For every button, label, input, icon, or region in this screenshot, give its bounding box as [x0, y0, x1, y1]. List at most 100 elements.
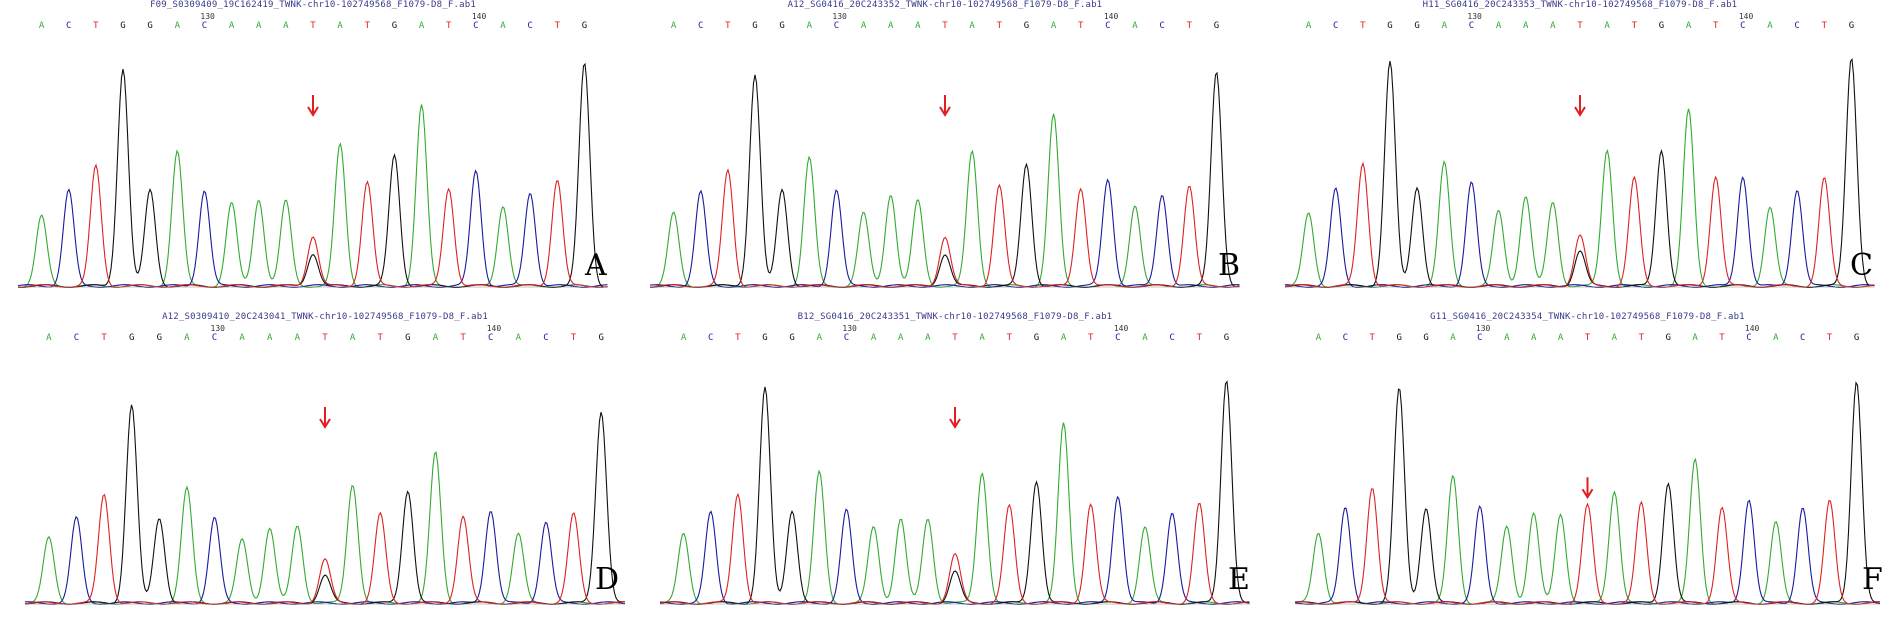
- chromatogram-title: G11_SG0416_20C243354_TWNK-chr10-10274956…: [1430, 312, 1745, 322]
- base-call: A: [500, 21, 506, 31]
- base-call: A: [1692, 333, 1698, 343]
- base-call: A: [1767, 21, 1773, 31]
- base-call: C: [1105, 21, 1111, 31]
- base-call: T: [1196, 333, 1202, 343]
- base-call: A: [432, 333, 439, 343]
- base-call: T: [1577, 21, 1583, 31]
- base-call: C: [527, 21, 533, 31]
- base-call: A: [1450, 333, 1456, 343]
- base-call: T: [93, 21, 99, 31]
- base-call: A: [228, 21, 235, 31]
- base-call: T: [310, 21, 316, 31]
- base-call: A: [1530, 333, 1537, 343]
- base-call: A: [46, 333, 52, 343]
- position-tick-label: 130: [832, 12, 847, 21]
- base-call: G: [1414, 21, 1420, 31]
- base-call: T: [1186, 21, 1192, 31]
- base-call: T: [1631, 21, 1637, 31]
- panel-label: F: [1862, 562, 1883, 597]
- base-call: T: [1369, 333, 1375, 343]
- base-call: T: [1077, 21, 1084, 31]
- base-call: G: [128, 333, 135, 343]
- base-call: C: [1342, 333, 1349, 343]
- base-call: T: [570, 333, 577, 343]
- base-call: T: [942, 21, 948, 31]
- panel-label: B: [1218, 248, 1241, 283]
- base-call: A: [184, 333, 190, 343]
- trace-C: [1294, 499, 1881, 605]
- base-call: A: [860, 21, 867, 31]
- base-call: A: [1773, 333, 1779, 343]
- base-call: G: [581, 21, 588, 31]
- base-call: C: [707, 333, 714, 343]
- base-call: A: [1685, 21, 1692, 31]
- base-call: G: [1223, 333, 1230, 343]
- base-call: A: [1050, 21, 1057, 31]
- position-tick-label: 140: [486, 324, 502, 333]
- base-call: G: [762, 333, 768, 343]
- panel-label: C: [1850, 248, 1873, 283]
- base-call: A: [1495, 21, 1502, 31]
- base-call: G: [1213, 21, 1220, 31]
- base-call: G: [779, 21, 785, 31]
- chromatogram-title: H11_SG0416_20C243353_TWNK-chr10-10274956…: [1422, 0, 1738, 10]
- base-call: C: [1468, 21, 1475, 31]
- trace-C: [24, 511, 626, 605]
- base-call: A: [267, 333, 273, 343]
- base-call: A: [294, 333, 301, 343]
- position-tick-label: 140: [1113, 324, 1129, 333]
- base-call: G: [1848, 21, 1855, 31]
- base-call: G: [1396, 333, 1402, 343]
- base-call: G: [120, 21, 126, 31]
- base-call: A: [969, 21, 975, 31]
- mutation-arrow-icon: [1581, 477, 1594, 500]
- base-call: T: [322, 333, 328, 343]
- base-call: T: [460, 333, 466, 343]
- base-call: C: [1794, 21, 1800, 31]
- base-call: T: [1584, 333, 1591, 343]
- base-call: T: [1360, 21, 1366, 31]
- trace-C: [649, 178, 1240, 288]
- base-call: T: [1821, 21, 1827, 31]
- base-call: A: [38, 21, 45, 31]
- base-call: G: [1023, 21, 1030, 31]
- base-call: C: [1740, 21, 1746, 31]
- base-call: A: [418, 21, 425, 31]
- position-tick-label: 140: [1738, 12, 1754, 21]
- base-call: A: [1305, 21, 1312, 31]
- base-call: C: [543, 333, 549, 343]
- base-call: A: [870, 333, 877, 343]
- trace-C: [17, 169, 608, 288]
- trace-T: [1284, 161, 1875, 288]
- base-call: A: [806, 21, 812, 31]
- base-call: G: [156, 333, 162, 343]
- base-call: A: [1550, 21, 1556, 31]
- base-call: T: [445, 21, 452, 31]
- position-tick-label: 130: [200, 12, 215, 21]
- base-call: C: [1746, 333, 1752, 343]
- mutation-arrow-icon: [307, 95, 319, 117]
- position-tick-label: 140: [471, 12, 487, 21]
- trace-T: [1294, 488, 1880, 605]
- base-call: T: [1006, 333, 1012, 343]
- chromatogram-title: F09_S0309409_19C162419_TWNK-chr10-102749…: [150, 0, 476, 10]
- base-call: G: [391, 21, 398, 31]
- trace-T: [659, 492, 1250, 605]
- base-call: T: [364, 21, 370, 31]
- position-tick-label: 130: [210, 324, 225, 333]
- base-call: G: [1853, 333, 1860, 343]
- base-call: A: [680, 333, 687, 343]
- base-call: T: [1638, 333, 1644, 343]
- base-call: A: [979, 333, 985, 343]
- panel-label: E: [1228, 562, 1250, 597]
- base-call: G: [1387, 21, 1393, 31]
- base-call: A: [283, 21, 289, 31]
- base-call: A: [816, 333, 822, 343]
- base-call: G: [1658, 21, 1665, 31]
- base-call: T: [996, 21, 1002, 31]
- base-call: G: [598, 333, 604, 343]
